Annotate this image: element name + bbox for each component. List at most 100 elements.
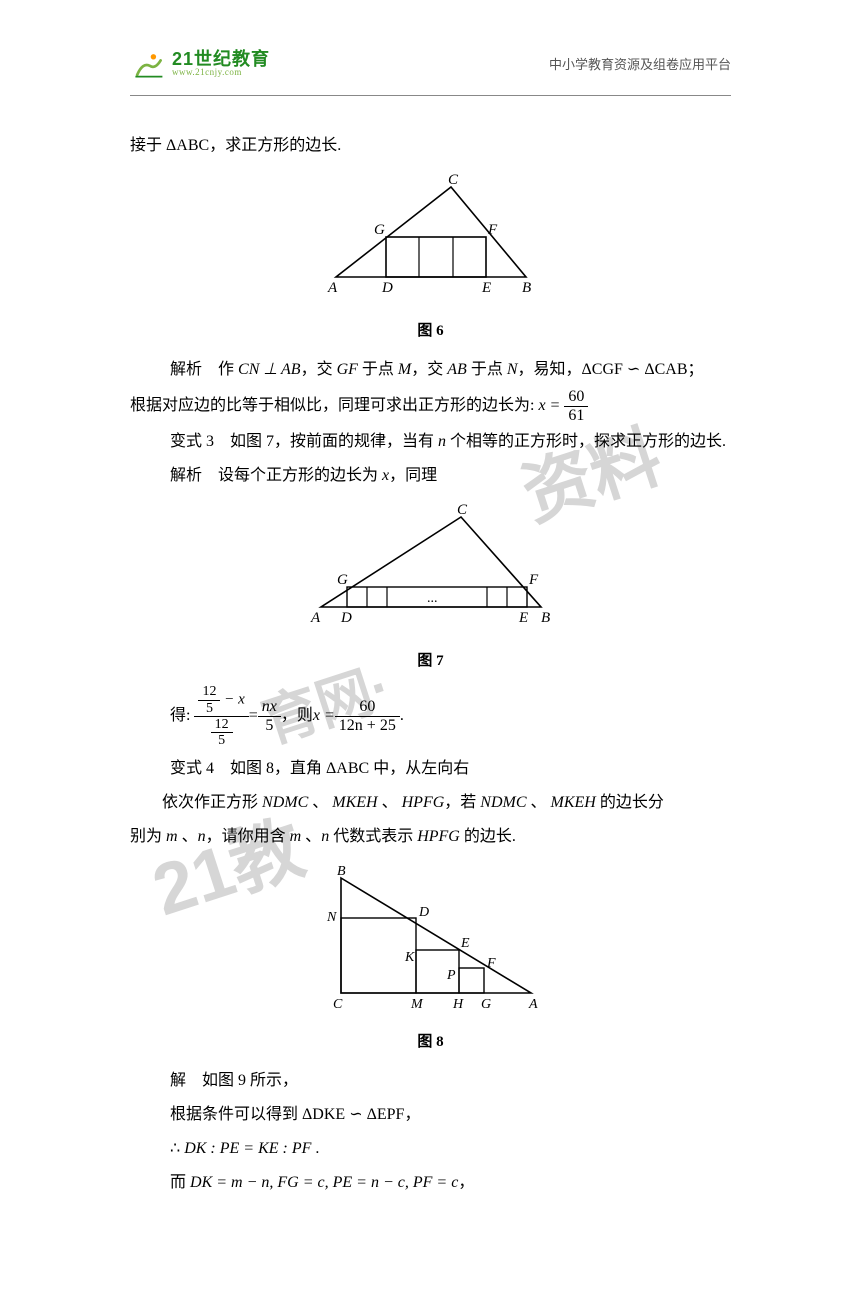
text: ，易知， (518, 361, 582, 378)
page-header: 21世纪教育 www.21cnjy.com 中小学教育资源及组卷应用平台 (130, 36, 731, 96)
text: ； (688, 361, 704, 378)
numerator: 12 (211, 717, 233, 733)
svg-text:C: C (333, 997, 343, 1012)
logo-url: www.21cnjy.com (172, 68, 270, 77)
svg-text:B: B (541, 610, 550, 626)
text: 代数式表示 (329, 828, 417, 845)
text: 变式 4 如图 8，直角 (170, 760, 326, 777)
text: ， (458, 1174, 474, 1191)
paragraph: 依次作正方形 NDMC 、 MKEH 、 HPFG，若 NDMC 、 MKEH … (130, 787, 731, 819)
svg-text:D: D (381, 280, 393, 296)
header-subtitle: 中小学教育资源及组卷应用平台 (549, 54, 731, 73)
paragraph: 解析 设每个正方形的边长为 x，同理 (130, 460, 731, 492)
figure-8: C M H G A N B D K E P F 图 8 (130, 863, 731, 1057)
text: 根据对应边的比等于相似比，同理可求出正方形的边长为: (130, 397, 538, 414)
math: MKEH (332, 794, 377, 811)
math: N (507, 361, 518, 378)
numerator: 12 5 − x (194, 684, 248, 717)
text: 解析 作 (170, 361, 238, 378)
svg-text:D: D (418, 905, 429, 920)
math: n (198, 828, 206, 845)
svg-text:M: M (410, 997, 424, 1012)
paragraph: 解 如图 9 所示， (130, 1065, 731, 1097)
math: n (321, 828, 329, 845)
math: x = (538, 397, 560, 414)
fraction: 60 61 (564, 388, 588, 424)
text: 的边长分 (596, 794, 664, 811)
text: ，交 (411, 361, 447, 378)
svg-text:F: F (528, 572, 539, 588)
text: 个相等的正方形时，探求正方形的边长. (446, 433, 726, 450)
math: DK : PE = KE : PF (184, 1140, 311, 1157)
math: ΔABC (326, 760, 369, 777)
paragraph: 变式 3 如图 7，按前面的规律，当有 n 个相等的正方形时，探求正方形的边长. (130, 426, 731, 458)
text: ，若 (444, 794, 480, 811)
figure-caption: 图 6 (130, 316, 731, 346)
denominator: 5 (198, 701, 220, 716)
paragraph: 接于 ΔABC，求正方形的边长. (130, 130, 731, 162)
svg-text:K: K (404, 950, 415, 965)
text: 于点 (358, 361, 398, 378)
svg-text:C: C (457, 502, 468, 518)
math: HPFG (402, 794, 445, 811)
math: ΔABC (166, 137, 209, 154)
text: 得: (130, 700, 190, 732)
fraction: 60 12n + 25 (335, 698, 400, 734)
text: . (400, 700, 404, 732)
math: x = (313, 700, 335, 732)
math: NDMC (262, 794, 308, 811)
site-logo: 21世纪教育 www.21cnjy.com (130, 46, 270, 82)
svg-text:B: B (337, 864, 346, 879)
fraction: nx 5 (258, 698, 281, 734)
paragraph: ∴ DK : PE = KE : PF . (130, 1133, 731, 1165)
figure-caption: 图 7 (130, 646, 731, 676)
text: ，请你用含 (206, 828, 290, 845)
math: m (166, 828, 178, 845)
figure-6: A B C D E F G 图 6 (130, 172, 731, 346)
svg-text:E: E (460, 936, 470, 951)
text: ，则 (281, 700, 313, 732)
denominator: 5 (211, 733, 233, 748)
paragraph: 根据对应边的比等于相似比，同理可求出正方形的边长为: x = 60 61 (130, 388, 731, 424)
math: GF (337, 361, 358, 378)
text: 、 (378, 794, 402, 811)
runner-icon (130, 46, 166, 82)
text: 依次作正方形 (162, 794, 262, 811)
denominator: 12n + 25 (335, 717, 400, 735)
math: HPFG (417, 828, 460, 845)
text: 中，从左向右 (369, 760, 469, 777)
math: n (438, 433, 446, 450)
svg-text:F: F (487, 222, 498, 238)
svg-text:F: F (486, 956, 496, 971)
numerator: 12 (198, 684, 220, 700)
text: 而 (170, 1174, 190, 1191)
figure-caption: 图 8 (130, 1027, 731, 1057)
paragraph: 解析 作 CN ⊥ AB，交 GF 于点 M，交 AB 于点 N，易知，ΔCGF… (130, 354, 731, 386)
svg-text:H: H (452, 997, 464, 1012)
denominator: 5 (258, 717, 281, 735)
svg-text:G: G (337, 572, 348, 588)
math: MKEH (551, 794, 596, 811)
numerator: 60 (564, 388, 588, 407)
text: ， (404, 1106, 420, 1123)
text: 接于 (130, 137, 166, 154)
math: NDMC (480, 794, 526, 811)
text: 、 (308, 794, 332, 811)
svg-text:...: ... (427, 591, 438, 606)
svg-text:C: C (448, 172, 459, 188)
text: 、 (178, 828, 198, 845)
svg-text:A: A (528, 997, 538, 1012)
denominator: 12 5 (194, 717, 248, 749)
text: 、 (527, 794, 551, 811)
math: m (290, 828, 302, 845)
svg-text:E: E (481, 280, 491, 296)
svg-text:G: G (481, 997, 491, 1012)
svg-text:E: E (518, 610, 528, 626)
text: ，交 (301, 361, 337, 378)
document-body: 接于 ΔABC，求正方形的边长. A B C D E F G 图 6 解析 作 … (130, 130, 731, 1201)
text: ，求正方形的边长. (209, 137, 341, 154)
svg-text:G: G (374, 222, 385, 238)
fraction: 12 5 − x 12 5 (194, 684, 248, 749)
text: ∴ (170, 1140, 184, 1157)
equation-line: 得: 12 5 − x 12 5 = nx 5 ，则 x = 60 (130, 684, 731, 749)
